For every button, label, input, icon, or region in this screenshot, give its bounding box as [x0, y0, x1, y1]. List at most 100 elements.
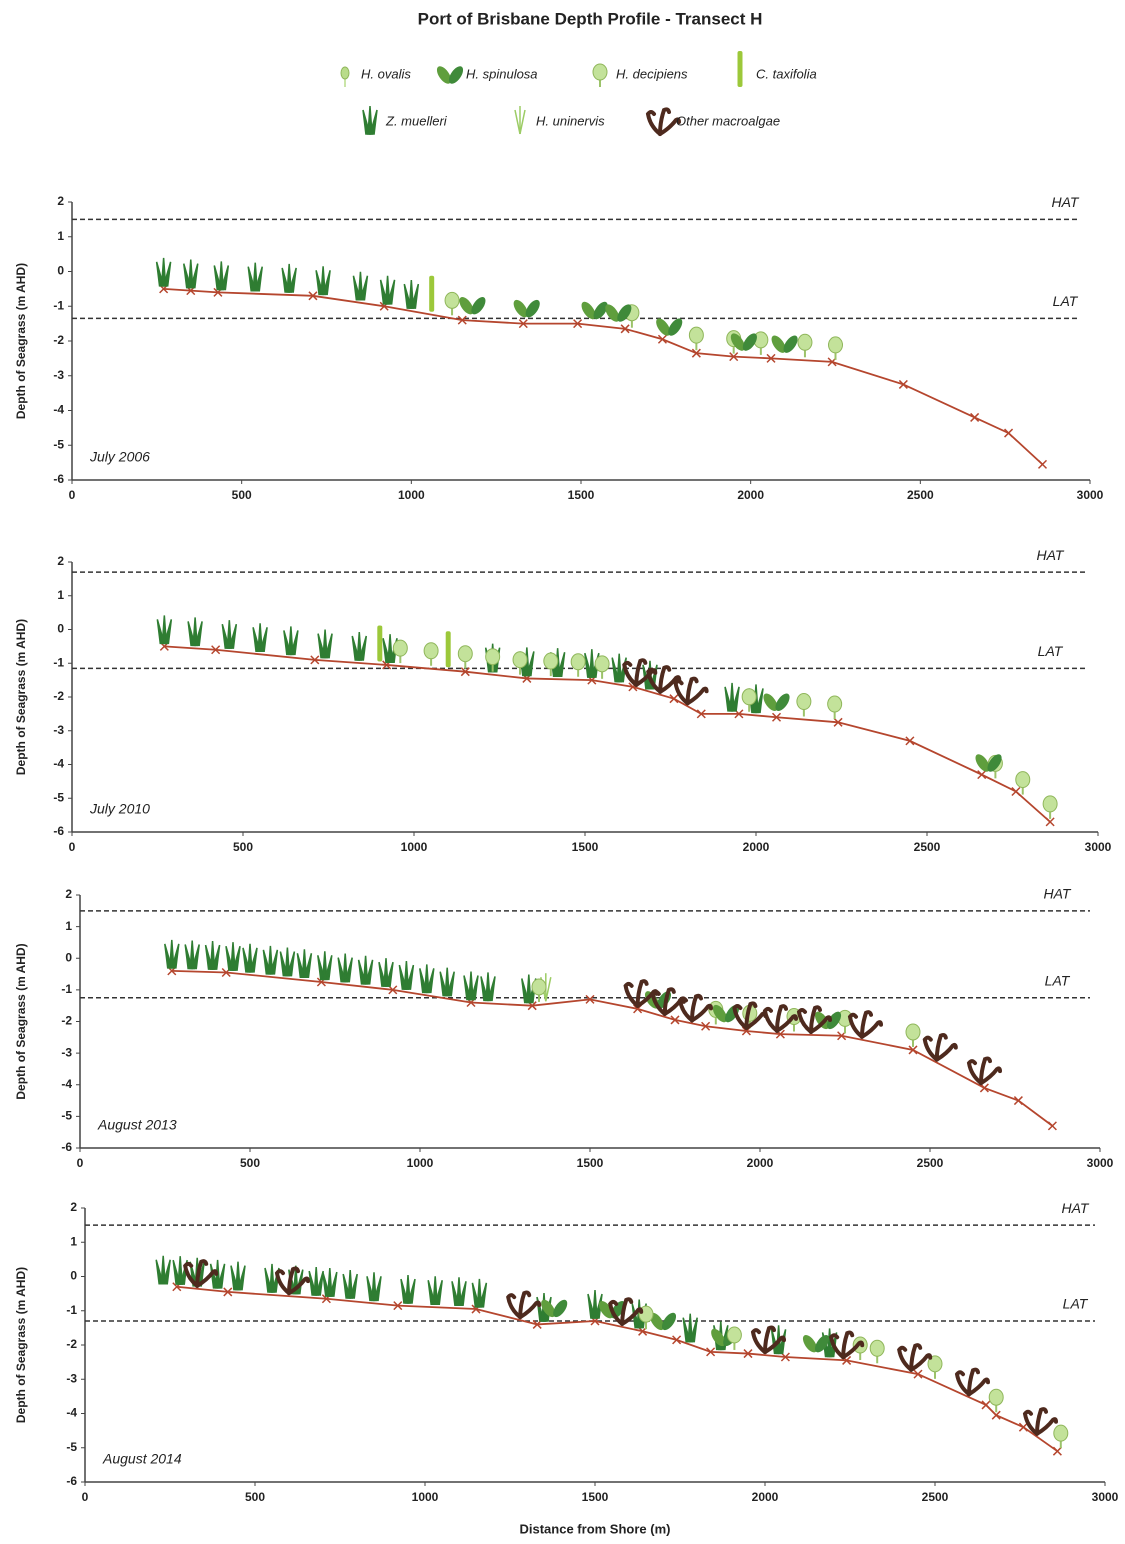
legend-label: H. spinulosa [466, 66, 538, 81]
legend-label: H. uninervis [536, 113, 605, 128]
x-tick-label: 1000 [412, 1490, 439, 1504]
x-tick-label: 1500 [568, 488, 595, 502]
icon-part [906, 1024, 920, 1040]
species-marker [481, 972, 495, 1000]
y-tick-label: 2 [57, 194, 64, 208]
species-marker [761, 691, 793, 713]
species-marker [899, 1345, 930, 1370]
icon-part [829, 337, 843, 353]
x-tick-label: 1500 [577, 1156, 604, 1170]
species-marker [571, 654, 585, 677]
species-marker [420, 964, 434, 992]
y-tick-label: -4 [61, 1077, 72, 1091]
species-marker [428, 1276, 442, 1304]
y-axis-label: Depth of Seagrass (m AHD) [14, 263, 28, 419]
reference-label: HAT [1044, 886, 1072, 902]
species-marker [676, 679, 707, 704]
species-marker [165, 940, 179, 968]
species-marker [367, 1272, 381, 1300]
species-marker [401, 1275, 415, 1303]
icon-part [486, 649, 500, 665]
icon-part [445, 292, 459, 308]
depth-point [980, 1084, 988, 1092]
icon-part [689, 327, 703, 343]
species-marker [297, 949, 311, 977]
depth-point [982, 1401, 990, 1409]
species-marker [243, 944, 257, 972]
species-marker [284, 626, 298, 654]
species-marker [214, 261, 228, 289]
species-marker [446, 631, 451, 667]
y-tick-label: -2 [61, 1014, 72, 1028]
icon-part [595, 656, 609, 672]
y-tick-label: -5 [53, 437, 64, 451]
species-marker [379, 958, 393, 986]
x-tick-label: 3000 [1092, 1490, 1119, 1504]
species-marker [222, 620, 236, 648]
depth-point [971, 413, 979, 421]
species-marker [280, 948, 294, 976]
depth-point [978, 771, 986, 779]
species-marker [653, 316, 685, 338]
y-tick-label: 1 [57, 588, 64, 602]
legend-label: H. ovalis [361, 66, 411, 81]
depth-point [1012, 788, 1020, 796]
page: Port of Brisbane Depth Profile - Transec… [0, 0, 1125, 1544]
species-marker [253, 623, 267, 651]
species-marker [157, 258, 171, 286]
reference-label: LAT [1053, 293, 1079, 309]
depth-profile [172, 971, 1053, 1126]
species-marker [452, 1277, 466, 1305]
species-marker [1016, 772, 1030, 795]
species-marker [957, 1370, 988, 1395]
reference-label: HAT [1052, 194, 1080, 210]
reference-label: HAT [1037, 547, 1065, 563]
y-tick-label: -3 [53, 723, 64, 737]
y-tick-label: -1 [66, 1303, 77, 1317]
legend-label: Other macroalgae [676, 113, 780, 128]
y-tick-label: -6 [61, 1140, 72, 1154]
panel-label: August 2014 [102, 1451, 182, 1467]
icon-part [742, 689, 756, 705]
species-marker [727, 1327, 741, 1350]
x-tick-label: 0 [77, 1156, 84, 1170]
species-marker [343, 1270, 357, 1298]
species-marker [338, 954, 352, 982]
icon-part [593, 64, 607, 80]
species-marker [404, 280, 418, 308]
species-marker [323, 1268, 337, 1296]
species-marker [457, 295, 489, 317]
y-tick-label: 2 [70, 1200, 77, 1214]
icon-part [1016, 772, 1030, 788]
legend-icon [593, 64, 607, 87]
species-marker [309, 1267, 323, 1295]
icon-part [797, 694, 811, 710]
legend-icon [341, 67, 349, 87]
species-marker [381, 276, 395, 304]
y-tick-label: 0 [65, 950, 72, 964]
legend-label: C. taxifolia [756, 66, 817, 81]
depth-point [1053, 1447, 1061, 1455]
x-tick-label: 2000 [737, 488, 764, 502]
species-marker [906, 1024, 920, 1047]
species-marker [1025, 1409, 1056, 1434]
y-axis-label: Depth of Seagrass (m AHD) [14, 1267, 28, 1423]
depth-point [1005, 429, 1013, 437]
species-marker [925, 1035, 956, 1060]
species-marker [248, 263, 262, 291]
x-tick-label: 500 [245, 1490, 265, 1504]
species-marker [318, 951, 332, 979]
y-tick-label: 1 [65, 919, 72, 933]
species-marker [602, 302, 634, 324]
x-tick-label: 1000 [407, 1156, 434, 1170]
species-marker [185, 940, 199, 968]
y-tick-label: -1 [53, 298, 64, 312]
x-tick-label: 2500 [922, 1490, 949, 1504]
depth-point [1014, 1097, 1022, 1105]
depth-point [992, 1411, 1000, 1419]
icon-part [828, 696, 842, 712]
species-marker [424, 643, 438, 666]
x-tick-label: 3000 [1085, 840, 1112, 854]
legend-icon [363, 106, 377, 134]
icon-part [1043, 796, 1057, 812]
